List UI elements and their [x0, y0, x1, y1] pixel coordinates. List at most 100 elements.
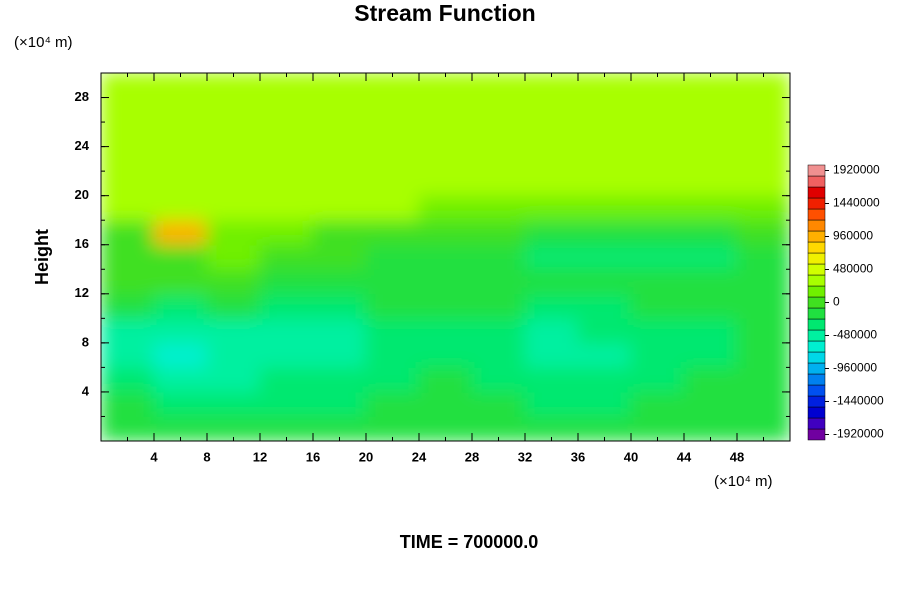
field-cell	[206, 73, 261, 99]
field-cell	[736, 342, 790, 368]
y-tick-label: 8	[82, 334, 89, 349]
field-cell	[259, 73, 314, 99]
field-cell	[736, 170, 790, 197]
field-cell	[418, 317, 473, 344]
field-cell	[101, 293, 155, 319]
field-cell	[418, 170, 473, 197]
field-cell	[736, 415, 790, 441]
field-cell	[683, 121, 738, 148]
field-cell	[630, 121, 685, 148]
field-cell	[312, 73, 367, 99]
field-cell	[471, 219, 526, 246]
field-cell	[471, 170, 526, 197]
field-cell	[577, 366, 632, 393]
field-cell	[418, 121, 473, 148]
field-cell	[312, 342, 367, 368]
field-cell	[153, 73, 208, 99]
field-cell	[365, 73, 420, 99]
colorbar-tick-label: 0	[833, 295, 840, 309]
x-tick-label: 24	[412, 449, 427, 464]
field-cell	[153, 342, 208, 368]
field-cell	[259, 415, 314, 441]
field-cell	[418, 415, 473, 441]
x-tick-label: 4	[150, 449, 158, 464]
colorbar-band	[807, 296, 826, 309]
field-cell	[683, 244, 738, 270]
field-cell	[524, 415, 579, 441]
field-cell	[471, 244, 526, 270]
field-cell	[365, 219, 420, 246]
field-cell	[630, 317, 685, 344]
field-cell	[101, 366, 155, 393]
y-tick-label: 4	[82, 383, 90, 398]
field-cell	[736, 97, 790, 123]
field-cell	[524, 391, 579, 417]
field-cell	[312, 195, 367, 221]
field-cell	[312, 244, 367, 270]
field-cell	[630, 73, 685, 99]
field-cell	[153, 366, 208, 393]
field-cell	[101, 342, 155, 368]
field-cell	[736, 244, 790, 270]
field-cell	[101, 268, 155, 295]
field-cell	[153, 317, 208, 344]
colorbar-tick-label: -1920000	[833, 427, 884, 441]
field-cell	[101, 317, 155, 344]
colorbar-tick-label: -1440000	[833, 394, 884, 408]
field-cell	[206, 146, 261, 172]
field-cell	[683, 293, 738, 319]
field-cell	[153, 415, 208, 441]
colorbar-tick-label: 1440000	[833, 196, 880, 210]
colorbar-band	[807, 252, 826, 265]
field-cell	[418, 342, 473, 368]
field-cell	[153, 146, 208, 172]
field-cell	[683, 73, 738, 99]
field-cell	[630, 268, 685, 295]
field-cell	[630, 97, 685, 123]
field-cell	[259, 293, 314, 319]
field-cell	[312, 219, 367, 246]
field-cell	[630, 219, 685, 246]
field-cell	[101, 415, 155, 441]
field-cell	[312, 317, 367, 344]
colorbar-band	[807, 274, 826, 287]
colorbar-band	[807, 351, 826, 364]
field-cell	[259, 146, 314, 172]
x-tick-label: 32	[518, 449, 532, 464]
field-cell	[206, 97, 261, 123]
colorbar-band	[807, 384, 826, 397]
field-cell	[524, 73, 579, 99]
field-cell	[524, 146, 579, 172]
field-cell	[630, 293, 685, 319]
field-cell	[524, 268, 579, 295]
field-cell	[418, 97, 473, 123]
field-cell	[365, 170, 420, 197]
field-cell	[365, 195, 420, 221]
field-cell	[471, 268, 526, 295]
field-cell	[418, 268, 473, 295]
field-cell	[577, 73, 632, 99]
colorbar-band	[807, 329, 826, 342]
field-cell	[365, 391, 420, 417]
colorbar-band	[807, 406, 826, 419]
colorbar-tick-label: 1920000	[833, 163, 880, 177]
field-cell	[101, 195, 155, 221]
field-cell	[365, 121, 420, 148]
field-cell	[683, 170, 738, 197]
x-tick-label: 12	[253, 449, 267, 464]
field-cell	[312, 293, 367, 319]
field-cell	[630, 391, 685, 417]
field-cell	[577, 170, 632, 197]
field-cell	[577, 97, 632, 123]
field-cell	[630, 195, 685, 221]
field-cell	[630, 342, 685, 368]
field-cell	[153, 293, 208, 319]
field-cell	[206, 391, 261, 417]
y-tick-label: 28	[75, 89, 89, 104]
field-cell	[153, 391, 208, 417]
field-cell	[259, 170, 314, 197]
field-cell	[736, 195, 790, 221]
field-cell	[365, 342, 420, 368]
field-cell	[259, 342, 314, 368]
